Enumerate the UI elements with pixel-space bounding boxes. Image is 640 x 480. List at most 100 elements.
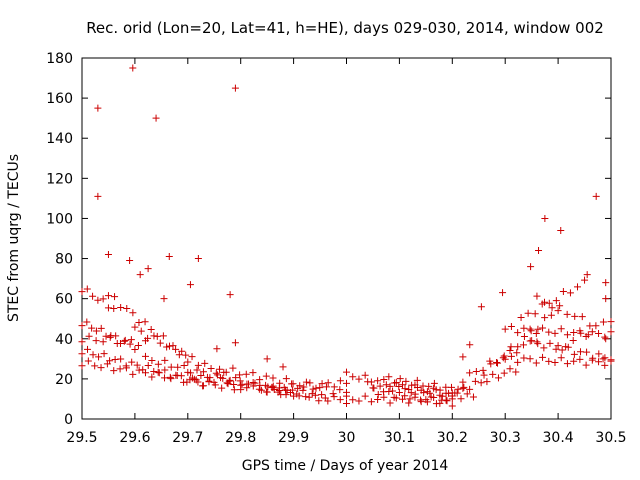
data-point xyxy=(106,333,114,341)
data-point xyxy=(199,382,207,390)
data-point xyxy=(231,84,239,92)
x-tick-label: 30.1 xyxy=(384,430,415,446)
data-point xyxy=(395,382,403,390)
data-point xyxy=(558,346,566,354)
data-point xyxy=(447,383,455,391)
data-point xyxy=(551,358,559,366)
data-point xyxy=(147,325,155,333)
data-point xyxy=(212,369,220,377)
data-point xyxy=(583,348,591,356)
data-point xyxy=(193,366,201,374)
data-point xyxy=(318,380,326,388)
data-point xyxy=(599,318,607,326)
data-point xyxy=(343,400,350,408)
data-point xyxy=(186,376,194,384)
data-point xyxy=(343,392,350,400)
data-point xyxy=(477,379,485,387)
data-point xyxy=(426,389,434,397)
data-point xyxy=(274,388,282,396)
data-point xyxy=(306,379,314,387)
data-point xyxy=(121,336,129,344)
y-tick-label: 180 xyxy=(46,51,73,67)
data-point xyxy=(94,104,102,112)
data-point xyxy=(517,314,525,322)
data-point xyxy=(595,329,603,337)
y-tick-label: 140 xyxy=(46,131,73,147)
data-point xyxy=(466,385,474,393)
data-point xyxy=(557,226,565,234)
data-point xyxy=(165,253,173,261)
y-tick-label: 60 xyxy=(55,292,73,308)
data-point xyxy=(218,384,226,392)
data-point xyxy=(601,361,609,369)
data-point xyxy=(408,381,416,389)
data-point xyxy=(160,295,168,303)
data-point xyxy=(413,376,421,384)
data-point xyxy=(129,64,137,72)
data-point xyxy=(395,389,403,397)
data-point xyxy=(263,388,271,396)
data-point xyxy=(607,318,615,326)
data-point xyxy=(376,382,384,390)
data-point xyxy=(443,397,451,405)
data-point xyxy=(391,379,399,387)
data-point xyxy=(554,307,562,315)
data-point xyxy=(184,368,192,376)
data-point xyxy=(330,393,338,401)
data-point xyxy=(448,402,456,410)
data-point xyxy=(514,358,522,366)
data-point xyxy=(532,359,540,367)
data-point xyxy=(413,383,421,391)
data-point xyxy=(552,297,560,305)
data-point xyxy=(201,359,209,367)
data-point xyxy=(361,371,369,379)
data-point xyxy=(494,359,502,367)
data-point xyxy=(141,352,149,360)
data-point xyxy=(199,368,207,376)
data-point xyxy=(83,285,91,293)
data-point xyxy=(514,343,522,351)
data-point xyxy=(175,351,183,359)
data-point xyxy=(573,283,581,291)
data-point xyxy=(78,288,86,296)
y-tick-label: 20 xyxy=(55,372,73,388)
data-point xyxy=(188,353,196,361)
data-point xyxy=(330,383,338,391)
data-point xyxy=(557,325,565,333)
data-point xyxy=(355,375,363,383)
data-point xyxy=(390,393,398,401)
data-point xyxy=(279,363,287,371)
x-tick-label: 30.5 xyxy=(595,430,626,446)
data-point xyxy=(367,398,375,406)
data-point xyxy=(88,324,96,332)
data-point xyxy=(374,391,382,399)
data-point xyxy=(540,344,548,352)
data-point xyxy=(527,263,535,271)
data-point xyxy=(217,374,225,382)
data-point xyxy=(385,373,393,381)
data-point xyxy=(382,381,390,389)
data-point xyxy=(275,384,283,392)
x-axis-label: GPS time / Days of year 2014 xyxy=(242,458,449,474)
data-point xyxy=(133,361,141,369)
data-point xyxy=(262,381,270,389)
y-tick-label: 120 xyxy=(46,171,73,187)
data-point xyxy=(494,374,502,382)
data-point xyxy=(299,386,307,394)
y-axis: 0 20 40 60 80 100 120 140 160 180 xyxy=(46,51,611,428)
data-point xyxy=(563,310,571,318)
data-point xyxy=(148,357,156,365)
data-point xyxy=(122,364,130,372)
data-point xyxy=(249,369,257,377)
data-point xyxy=(184,358,192,366)
data-point xyxy=(223,379,231,387)
data-point xyxy=(532,329,540,337)
data-point xyxy=(436,386,444,394)
data-point xyxy=(527,327,535,335)
data-point xyxy=(135,366,143,374)
data-point xyxy=(99,338,107,346)
data-point xyxy=(131,345,139,353)
data-point xyxy=(438,392,446,400)
data-point xyxy=(286,389,294,397)
